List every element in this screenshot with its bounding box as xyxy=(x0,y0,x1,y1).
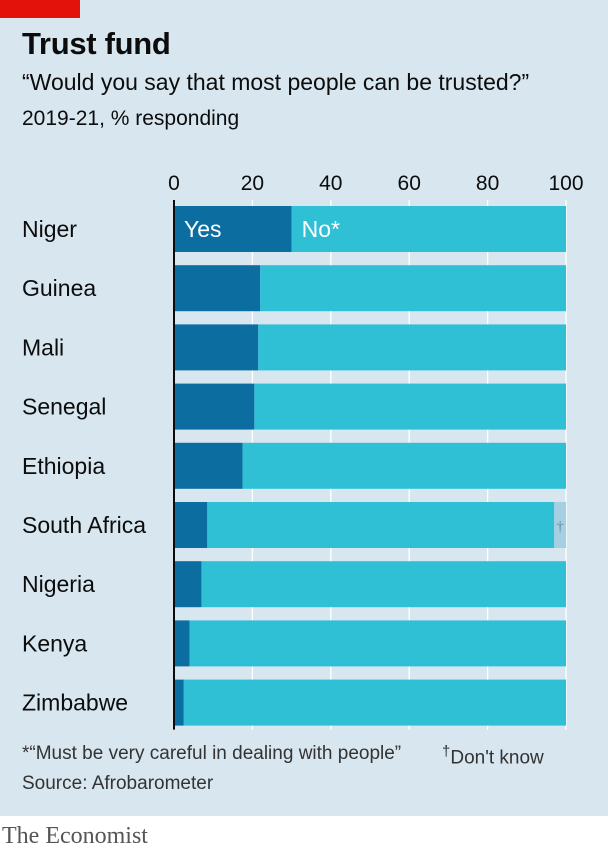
dont-know-label: Don't know xyxy=(450,747,544,769)
source-note: Source: Afrobarometer xyxy=(22,773,214,794)
bar-no xyxy=(207,502,555,548)
chart-subtitle: “Would you say that most people can be t… xyxy=(22,69,530,95)
chart-title: Trust fund xyxy=(22,26,171,61)
bar-dont-know xyxy=(554,502,566,548)
category-label: Guinea xyxy=(22,275,96,301)
category-label: Ethiopia xyxy=(22,453,105,479)
bar-yes xyxy=(174,620,190,667)
bar-no xyxy=(291,206,566,252)
category-label: Zimbabwe xyxy=(22,690,128,716)
bar-no xyxy=(201,561,566,608)
bar-no xyxy=(189,620,566,667)
bar-yes xyxy=(174,206,292,252)
category-label: South Africa xyxy=(22,512,146,538)
x-tick-label: 60 xyxy=(398,172,421,195)
bar-no xyxy=(183,679,567,726)
stacked-bar-chart: 0 20 40 60 80 100 Niger Yes No* Guinea Mali Senegal… xyxy=(22,172,584,730)
dont-know-note: †Don't know xyxy=(442,743,544,769)
bar-yes xyxy=(174,324,259,371)
category-label: Nigeria xyxy=(22,571,95,597)
x-tick-label: 40 xyxy=(319,172,342,195)
dont-know-dagger: † xyxy=(556,519,564,535)
x-tick-label: 100 xyxy=(548,172,583,195)
legend-no-label: No* xyxy=(302,216,340,242)
x-tick-label: 20 xyxy=(241,172,264,195)
brand-red-tag xyxy=(0,0,80,18)
dagger-mark: † xyxy=(442,743,451,760)
bar-no xyxy=(258,324,566,371)
bar-yes xyxy=(174,679,184,726)
bar-yes xyxy=(174,383,255,430)
category-label: Senegal xyxy=(22,394,106,420)
x-tick-label: 80 xyxy=(476,172,499,195)
bar-yes xyxy=(174,442,243,489)
category-label: Mali xyxy=(22,334,64,360)
chart-units: 2019-21, % responding xyxy=(22,107,240,130)
footnote: *“Must be very careful in dealing with p… xyxy=(22,743,402,764)
legend-yes-label: Yes xyxy=(184,216,222,242)
category-label: Kenya xyxy=(22,630,87,656)
bar-yes xyxy=(174,502,208,548)
bar-no xyxy=(242,442,566,489)
economist-logo: The Economist xyxy=(2,823,148,849)
bar-no xyxy=(260,265,566,312)
category-label: Niger xyxy=(22,216,77,242)
x-tick-label: 0 xyxy=(168,172,180,195)
bar-yes xyxy=(174,561,202,608)
bar-yes xyxy=(174,265,261,312)
bar-no xyxy=(254,383,567,430)
